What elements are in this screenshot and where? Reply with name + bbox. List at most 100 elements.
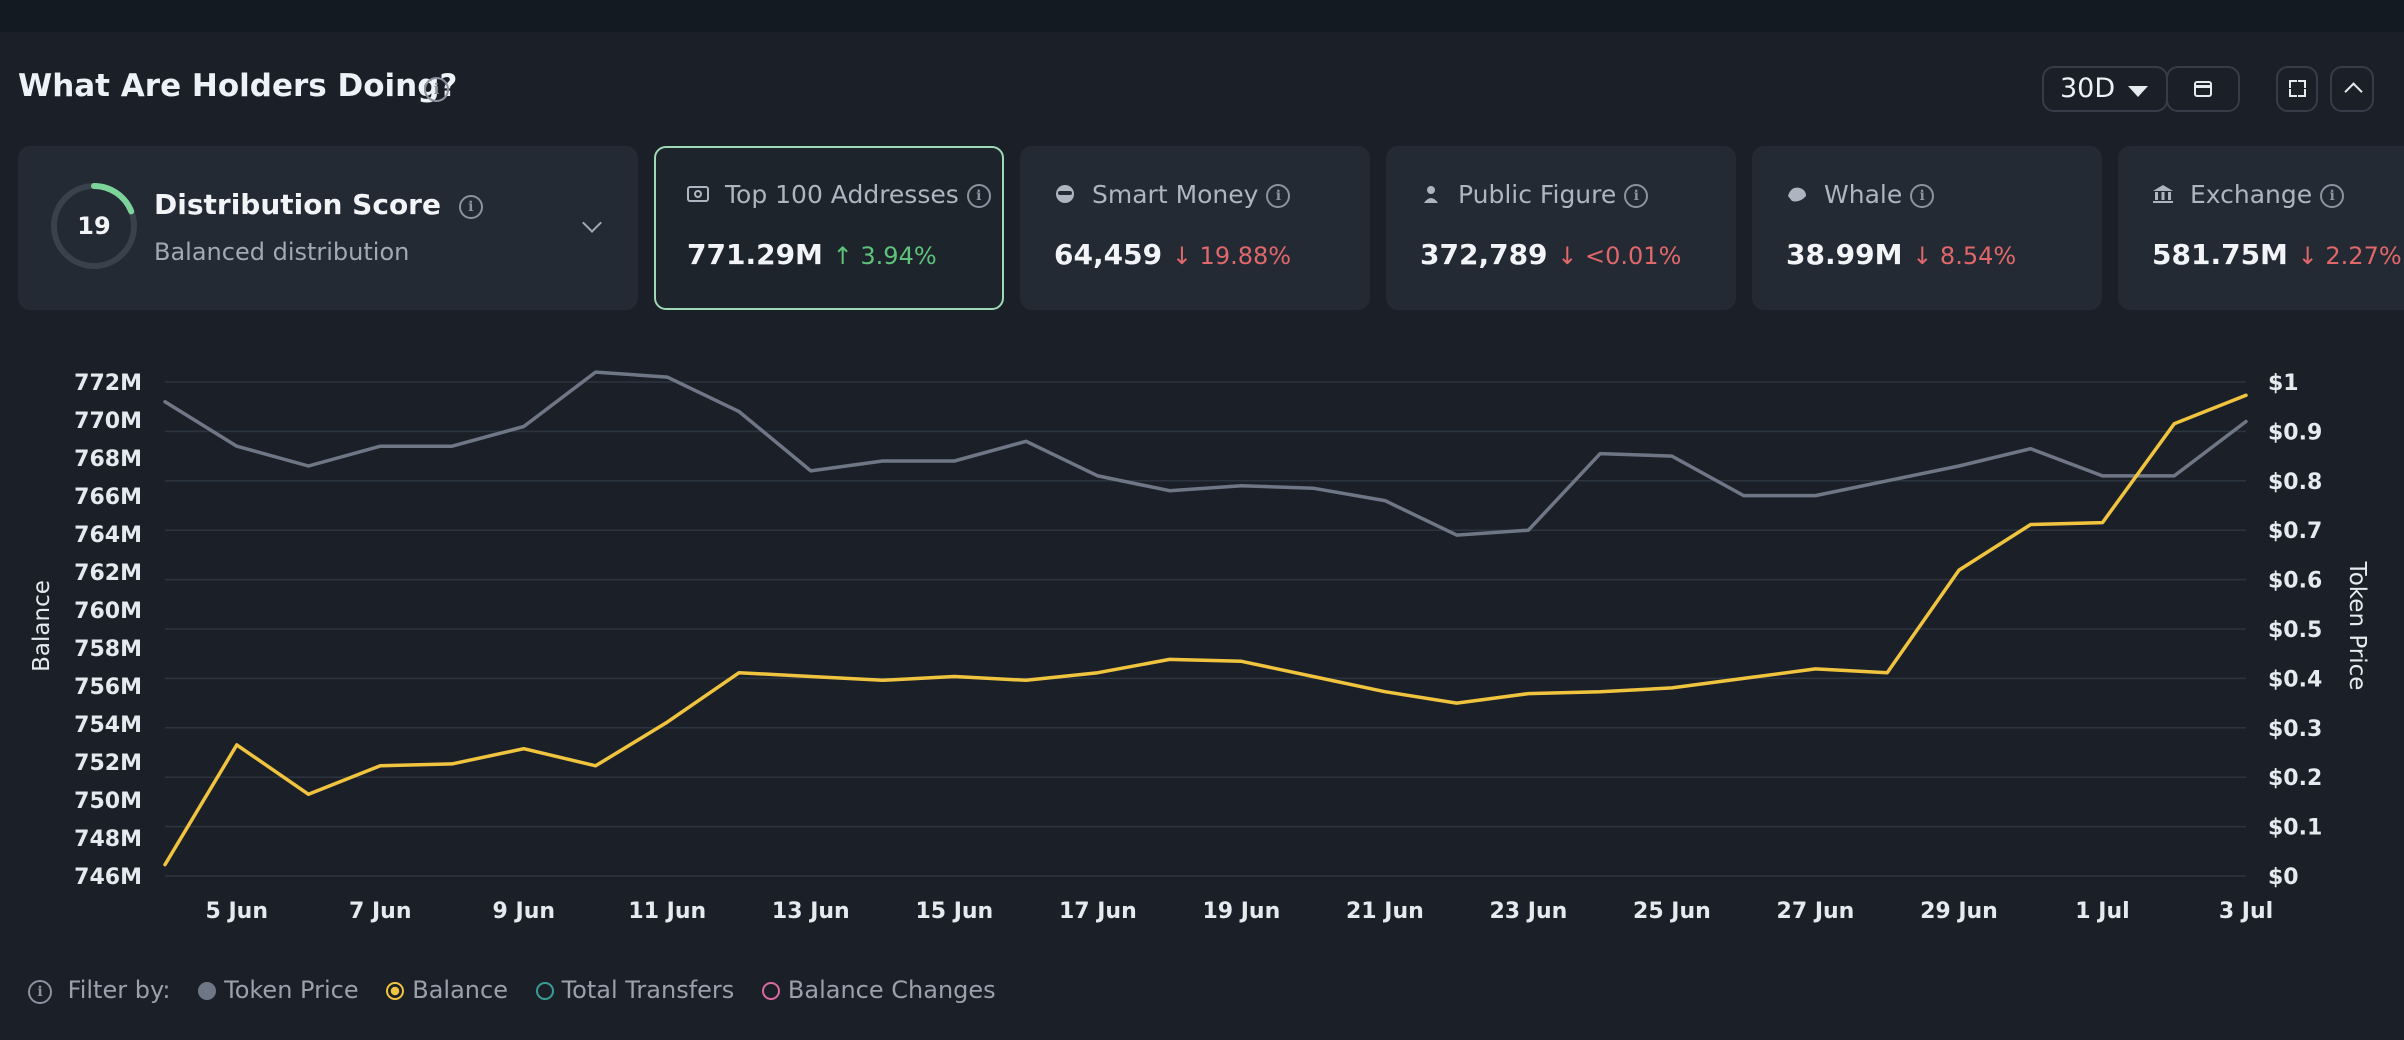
card-label: Public Figure <box>1458 180 1617 209</box>
title-info-icon[interactable]: i <box>424 77 449 102</box>
card-label: Exchange <box>2190 180 2313 209</box>
card-info-icon[interactable]: i <box>1624 184 1649 208</box>
x-tick-label: 23 Jun <box>1490 899 1568 924</box>
filter-total-transfers[interactable]: Total Transfers <box>535 976 735 1004</box>
filter-label: Balance Changes <box>787 976 996 1004</box>
filter-label: Total Transfers <box>561 976 735 1004</box>
x-tick-label: 19 Jun <box>1202 899 1280 924</box>
calendar-button[interactable] <box>2166 66 2240 112</box>
card-value: 38.99M <box>1786 238 1903 271</box>
filter-balance[interactable]: Balance <box>386 976 508 1004</box>
x-tick-label: 17 Jun <box>1059 899 1137 924</box>
card-top-100-addresses[interactable]: Top 100 Addresses i 771.29M ↑ 3.94% <box>654 146 1004 310</box>
card-label: Whale <box>1824 180 1903 209</box>
card-label-row: Smart Money i <box>1054 180 1291 209</box>
y2-tick-label: $0.8 <box>2268 470 2322 495</box>
card-info-icon[interactable]: i <box>966 184 991 208</box>
y-tick-label: 764M <box>74 523 142 548</box>
card-exchange[interactable]: Exchange i 581.75M ↓ 2.27% <box>2118 146 2404 310</box>
card-value-row: 581.75M ↓ 2.27% <box>2152 238 2402 271</box>
money-icon <box>687 186 709 202</box>
y2-tick-label: $0.6 <box>2268 569 2322 594</box>
y-tick-label: 762M <box>74 561 142 586</box>
card-label-row: Public Figure i <box>1420 180 1649 209</box>
balance-dot <box>386 982 405 1000</box>
filter-token-price[interactable]: Token Price <box>198 976 359 1004</box>
y-tick-label: 756M <box>74 675 142 700</box>
y-tick-label: 768M <box>74 447 142 472</box>
distribution-subtitle: Balanced distribution <box>154 238 410 266</box>
y2-tick-label: $0.4 <box>2268 667 2322 692</box>
collapse-button[interactable] <box>2330 66 2374 112</box>
token-price-dot <box>198 982 217 1000</box>
card-change: ↓ 2.27% <box>2297 242 2402 270</box>
card-value: 771.29M <box>687 238 823 271</box>
card-public-figure[interactable]: Public Figure i 372,789 ↓ <0.01% <box>1386 146 1736 310</box>
sunglasses-icon <box>1056 185 1074 203</box>
filter-label: Balance <box>412 976 508 1004</box>
x-tick-label: 25 Jun <box>1633 899 1711 924</box>
x-tick-label: 5 Jun <box>206 899 268 924</box>
card-info-icon[interactable]: i <box>1266 184 1291 208</box>
x-tick-label: 15 Jun <box>915 899 993 924</box>
card-label-row: Whale i <box>1786 180 1935 209</box>
period-select[interactable]: 30D <box>2042 66 2168 112</box>
calendar-icon <box>2194 81 2212 97</box>
card-value: 581.75M <box>2152 238 2288 271</box>
y2-tick-label: $0 <box>2268 865 2299 890</box>
card-label: Smart Money <box>1092 180 1259 209</box>
x-tick-label: 1 Jul <box>2075 899 2129 924</box>
y-tick-label: 748M <box>74 827 142 852</box>
holders-line-chart: 772M 770M 768M 766M 764M 762M 760M 758M 756M 754M… <box>29 370 2370 924</box>
y2-tick-label: $1 <box>2268 371 2299 396</box>
distribution-title-row: Distribution Score i <box>154 188 483 221</box>
x-tick-label: 27 Jun <box>1777 899 1855 924</box>
y2-tick-label: $0.2 <box>2268 766 2322 791</box>
filter-label: Token Price <box>224 976 359 1004</box>
bank-icon <box>2153 185 2173 203</box>
total-transfers-dot <box>535 982 554 1000</box>
top-strip <box>0 0 2404 32</box>
y2-axis-label: Token Price <box>2344 561 2370 691</box>
distribution-info-icon[interactable]: i <box>458 195 483 219</box>
card-change: ↑ 3.94% <box>832 242 937 270</box>
card-value-row: 38.99M ↓ 8.54% <box>1786 238 2016 271</box>
y-tick-label: 772M <box>74 371 142 396</box>
whale-icon <box>1788 187 1806 202</box>
card-smart-money[interactable]: Smart Money i 64,459 ↓ 19.88% <box>1020 146 1370 310</box>
y-tick-label: 770M <box>74 409 142 434</box>
y2-tick-label: $0.9 <box>2268 420 2322 445</box>
y-tick-label: 766M <box>74 485 142 510</box>
period-value: 30D <box>2060 73 2116 104</box>
x-tick-label: 29 Jun <box>1920 899 1998 924</box>
y-tick-label: 754M <box>74 713 142 738</box>
card-label-row: Top 100 Addresses i <box>687 180 991 209</box>
card-whale[interactable]: Whale i 38.99M ↓ 8.54% <box>1752 146 2102 310</box>
y-tick-label: 746M <box>74 865 142 890</box>
x-tick-label: 13 Jun <box>772 899 850 924</box>
distribution-score-card[interactable]: 19 Distribution Score i Balanced distrib… <box>18 146 638 310</box>
card-label-row: Exchange i <box>2152 180 2345 209</box>
chevron-down-icon[interactable] <box>582 213 602 233</box>
card-value: 372,789 <box>1420 238 1548 271</box>
filter-prefix: Filter by: <box>67 976 171 1004</box>
distribution-score-value: 19 <box>77 212 111 240</box>
x-tick-label: 7 Jun <box>349 899 411 924</box>
chevron-up-icon <box>2344 82 2363 101</box>
x-tick-label: 3 Jul <box>2219 899 2273 924</box>
distribution-score-ring <box>51 183 137 269</box>
card-info-icon[interactable]: i <box>1910 184 1935 208</box>
card-info-icon[interactable]: i <box>2320 184 2345 208</box>
card-value: 64,459 <box>1054 238 1163 271</box>
card-value-row: 64,459 ↓ 19.88% <box>1054 238 1291 271</box>
series-line-balance <box>163 393 2248 867</box>
y-tick-label: 750M <box>74 789 142 814</box>
series-line-token-price <box>163 370 2248 537</box>
figure-icon <box>1424 186 1438 203</box>
card-label: Top 100 Addresses <box>725 180 959 209</box>
filter-balance-changes[interactable]: Balance Changes <box>761 976 996 1004</box>
filter-info-icon[interactable]: i <box>28 980 52 1004</box>
card-change: ↓ 19.88% <box>1171 242 1292 270</box>
fullscreen-button[interactable] <box>2276 66 2318 112</box>
x-tick-label: 21 Jun <box>1346 899 1424 924</box>
